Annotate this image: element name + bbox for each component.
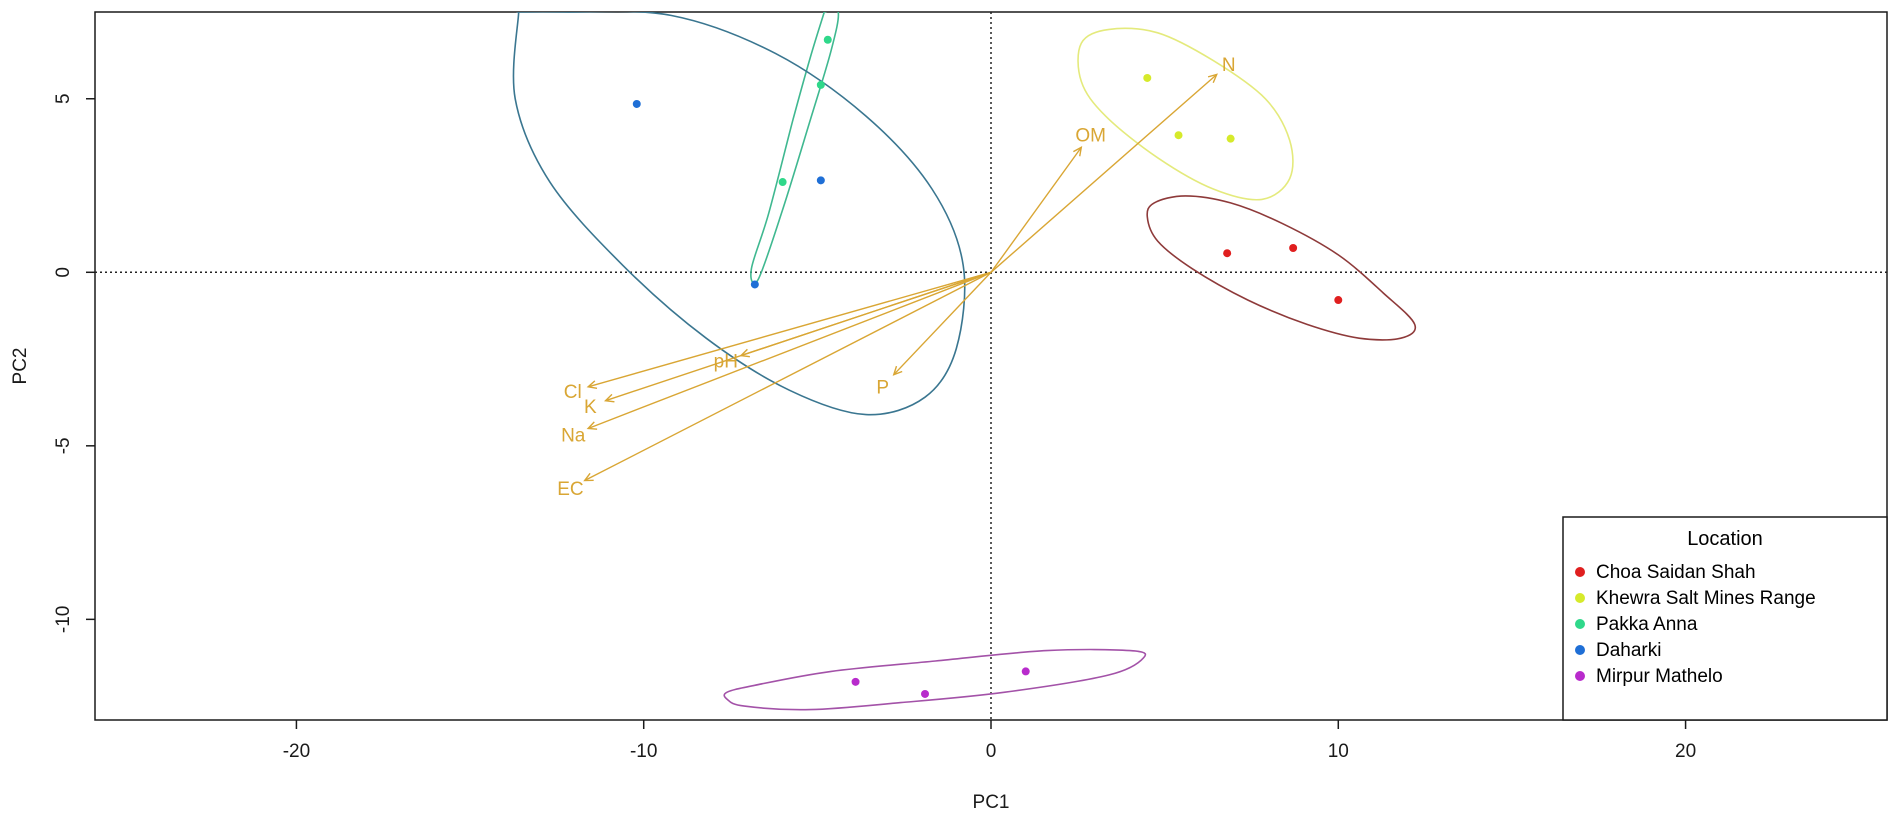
point-daharki: [816, 176, 825, 185]
loading-arrow-n: [990, 73, 1218, 273]
loading-arrowhead-na: [586, 421, 598, 430]
loading-label-k: K: [584, 397, 597, 418]
point-mirpur-mathelo: [1021, 667, 1030, 676]
loading-arrow-k: [605, 271, 992, 402]
legend: Location Choa Saidan Shah Khewra Salt Min…: [1562, 516, 1888, 721]
confidence-ellipses: [512, 12, 1417, 711]
data-points: [632, 35, 1343, 698]
point-khewra-salt-mines-range: [1143, 73, 1152, 82]
loading-arrowhead-ec: [583, 472, 594, 482]
loading-arrowhead-n: [1207, 73, 1218, 84]
ellipse-choa-saidan-shah: [1146, 195, 1417, 341]
ellipse-daharki: [512, 12, 966, 416]
point-choa-saidan-shah: [1334, 296, 1343, 305]
y-axis-label: PC2: [10, 348, 31, 385]
loading-arrow-om: [990, 146, 1082, 273]
y-tick-label: 0: [53, 267, 74, 278]
x-tick-label: 20: [1675, 741, 1696, 762]
legend-label-khewra-salt-mines-range: Khewra Salt Mines Range: [1596, 588, 1816, 609]
legend-marker-mirpur-mathelo: [1575, 671, 1585, 681]
legend-marker-choa-saidan-shah: [1575, 567, 1585, 577]
x-tick-label: -20: [283, 741, 310, 762]
ellipse-khewra-salt-mines-range: [1077, 27, 1294, 201]
point-mirpur-mathelo: [851, 677, 860, 686]
legend-title: Location: [1687, 528, 1763, 550]
x-tick-label: 0: [986, 741, 997, 762]
x-tick-label: -10: [630, 741, 657, 762]
loading-arrowhead-p: [892, 365, 903, 376]
legend-marker-daharki: [1575, 645, 1585, 655]
loading-label-ph: pH: [714, 352, 738, 373]
y-tick-label: -10: [53, 606, 74, 633]
loading-label-cl: Cl: [564, 382, 582, 403]
legend-box: [1562, 516, 1888, 721]
point-khewra-salt-mines-range: [1226, 134, 1235, 143]
loading-arrow-cl: [587, 271, 992, 388]
loading-arrowhead-k: [603, 393, 615, 403]
loading-arrow-p: [893, 271, 992, 376]
point-choa-saidan-shah: [1223, 249, 1232, 258]
y-axis: -10 -5 0 5: [53, 93, 95, 633]
point-daharki: [750, 280, 759, 289]
legend-label-daharki: Daharki: [1596, 640, 1661, 661]
point-pakka-anna: [778, 178, 787, 187]
legend-label-choa-saidan-shah: Choa Saidan Shah: [1596, 562, 1756, 583]
loading-arrowhead-om: [1073, 146, 1083, 157]
loading-arrow-na: [587, 271, 992, 430]
ellipse-pakka-anna: [750, 12, 840, 285]
loading-vectors: N OM pH ClK Na EC P: [557, 55, 1235, 500]
legend-marker-pakka-anna: [1575, 619, 1585, 629]
loading-arrow-ec: [584, 271, 992, 482]
x-axis: -20 -10 0 10 20: [283, 720, 1696, 762]
y-tick-label: 5: [53, 93, 74, 104]
ellipse-mirpur-mathelo: [723, 648, 1147, 711]
point-khewra-salt-mines-range: [1174, 131, 1183, 140]
loading-arrowhead-cl: [586, 380, 598, 390]
loading-label-n: N: [1222, 55, 1236, 76]
loading-label-ec: EC: [557, 479, 583, 500]
point-choa-saidan-shah: [1289, 244, 1298, 252]
loading-label-na: Na: [561, 425, 586, 446]
point-mirpur-mathelo: [921, 689, 930, 698]
loading-label-p: P: [876, 377, 889, 398]
point-daharki: [632, 99, 641, 108]
point-pakka-anna: [816, 80, 825, 89]
point-pakka-anna: [823, 35, 832, 44]
x-tick-label: 10: [1328, 741, 1349, 762]
y-tick-label: -5: [53, 437, 74, 454]
loading-label-om: OM: [1075, 125, 1106, 146]
x-axis-label: PC1: [973, 792, 1010, 813]
legend-marker-khewra-salt-mines-range: [1575, 593, 1585, 603]
legend-label-pakka-anna: Pakka Anna: [1596, 614, 1698, 635]
legend-label-mirpur-mathelo: Mirpur Mathelo: [1596, 666, 1723, 687]
